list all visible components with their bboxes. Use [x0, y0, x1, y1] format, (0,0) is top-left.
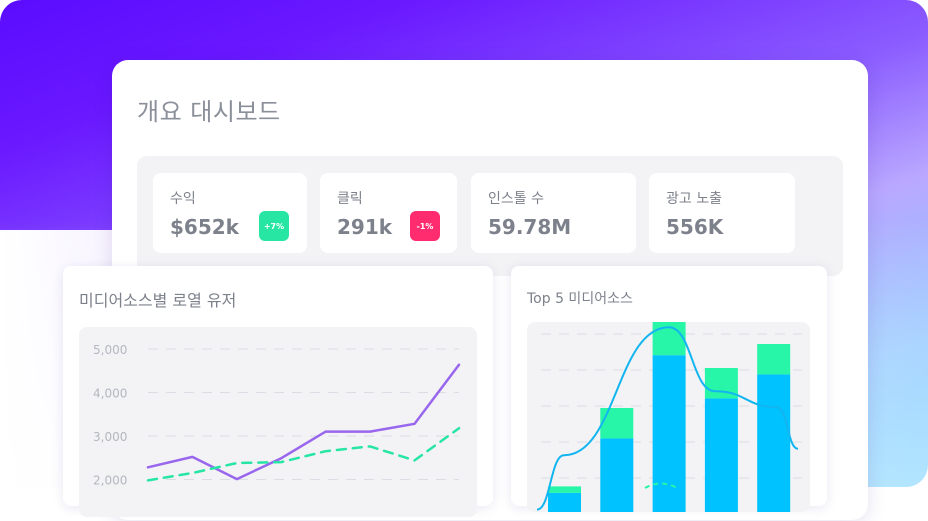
y-tick-label: 3,000 [93, 430, 127, 444]
bar-chart-card: Top 5 미디어소스 [511, 266, 827, 506]
y-tick-label: 5,000 [93, 343, 127, 357]
bar-segment-green [600, 408, 633, 438]
kpi-value: 556K [666, 215, 723, 239]
y-tick-label: 4,000 [93, 387, 127, 401]
chart-title: Top 5 미디어소스 [527, 288, 633, 308]
bar-segment-green [548, 486, 581, 492]
trend-down-badge: -1% [410, 211, 440, 241]
chart-title: 미디어소스별 로열 유저 [79, 287, 236, 311]
trend-up-badge: +7% [259, 211, 289, 241]
bar-segment-blue [548, 493, 581, 512]
line-chart-area: 5,000 4,000 3,000 2,000 [79, 327, 477, 517]
bar-segment-blue [600, 438, 633, 512]
kpi-value: 291k [337, 215, 392, 239]
series-line-dashed [148, 428, 459, 480]
kpi-value: 59.78M [488, 215, 571, 239]
bar-segment-blue [757, 374, 790, 512]
kpi-value: $652k [170, 215, 239, 239]
kpi-card-clicks[interactable]: 클릭 291k -1% [320, 173, 457, 253]
line-chart-card: 미디어소스별 로열 유저 5,000 4,000 3,000 2,000 [63, 266, 493, 506]
series-line-solid [148, 365, 459, 479]
kpi-card-impressions[interactable]: 광고 노출 556K [649, 173, 795, 253]
kpi-card-installs[interactable]: 인스톨 수 59.78M [471, 173, 636, 253]
bar-chart [527, 322, 810, 512]
bar-segment-green [757, 344, 790, 374]
bar-segment-blue [705, 398, 738, 512]
bar-segment-blue [653, 355, 686, 512]
bar-chart-area [527, 322, 810, 512]
line-chart: 5,000 4,000 3,000 2,000 [79, 327, 477, 517]
kpi-label: 광고 노출 [666, 188, 722, 208]
page-title: 개요 대시보드 [137, 92, 281, 127]
kpi-card-revenue[interactable]: 수익 $652k +7% [153, 173, 307, 253]
kpi-label: 클릭 [337, 188, 363, 208]
y-tick-label: 2,000 [93, 474, 127, 488]
kpi-label: 인스톨 수 [488, 188, 544, 208]
kpi-label: 수익 [170, 188, 196, 208]
